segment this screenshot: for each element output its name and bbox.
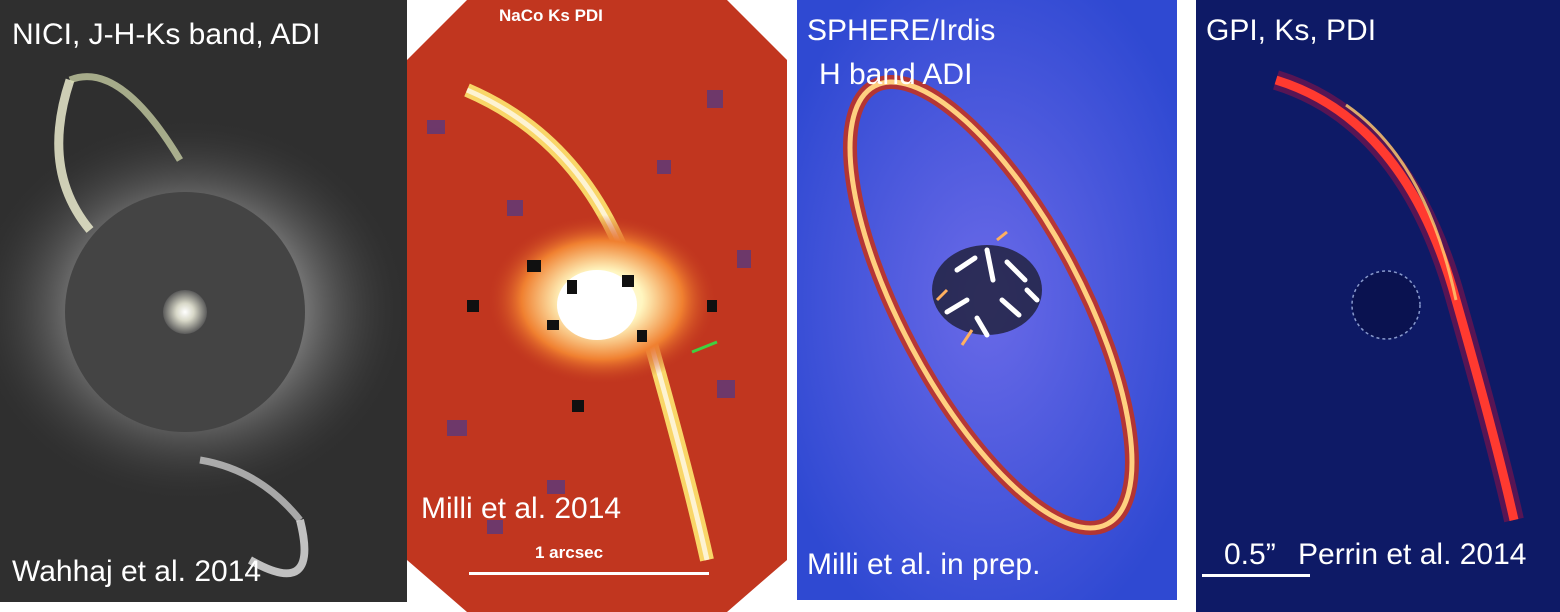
naco-title: NaCo Ks PDI	[499, 6, 603, 25]
gpi-citation: Perrin et al. 2014	[1298, 538, 1527, 571]
naco-scale-label: 1 arcsec	[535, 543, 604, 562]
sphere-image	[797, 0, 1177, 600]
gpi-scale-bar	[1202, 574, 1310, 577]
nici-title: NICI, J-H-Ks band, ADI	[12, 18, 321, 51]
naco-panel: NaCo Ks PDI Milli et al. 2014 1 arcsec	[407, 0, 787, 612]
gpi-panel: GPI, Ks, PDI 0.5” Perrin et al. 2014	[1196, 0, 1560, 612]
nici-image	[0, 0, 407, 602]
sphere-title-line2: H band ADI	[819, 58, 973, 91]
nici-panel: NICI, J-H-Ks band, ADI Wahhaj et al. 201…	[0, 0, 407, 602]
naco-image	[407, 0, 787, 612]
naco-citation: Milli et al. 2014	[421, 492, 622, 525]
gpi-scale-label: 0.5”	[1224, 538, 1276, 571]
nici-citation: Wahhaj et al. 2014	[12, 555, 262, 588]
sphere-citation: Milli et al. in prep.	[807, 548, 1041, 581]
naco-scale-bar	[469, 572, 709, 575]
gpi-image	[1196, 0, 1560, 612]
gpi-title: GPI, Ks, PDI	[1206, 14, 1377, 47]
sphere-panel: SPHERE/Irdis H band ADI Milli et al. in …	[797, 0, 1177, 600]
sphere-title-line1: SPHERE/Irdis	[807, 14, 996, 47]
